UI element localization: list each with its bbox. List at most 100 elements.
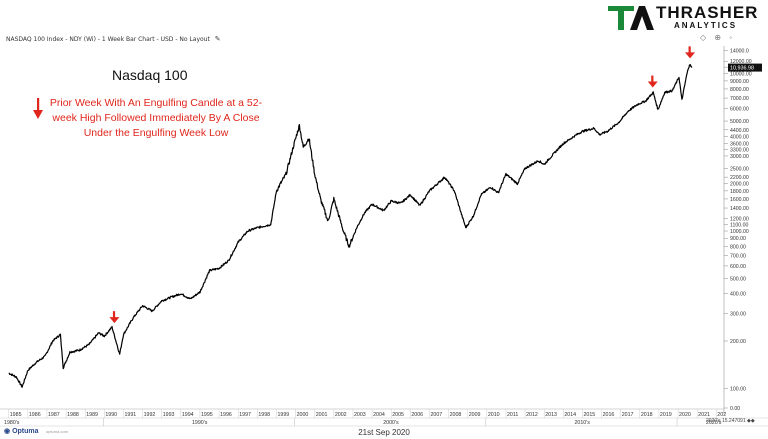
x-tick-label: 2007 — [430, 412, 442, 418]
x-tick-label: 1999 — [277, 412, 289, 418]
price-series-line — [8, 64, 693, 388]
y-tick-label: 8000.00 — [730, 87, 749, 93]
y-tick-label: 6000.00 — [730, 107, 749, 113]
x-tick-label: 2000 — [297, 412, 309, 418]
decade-label: 2000's — [383, 420, 399, 426]
y-tick-label: 4000.00 — [730, 134, 749, 140]
decade-label: 1980's — [4, 420, 20, 426]
thrasher-logo: THRASHER ANALYTICS — [606, 2, 766, 32]
y-tick-label: 2500.00 — [730, 166, 749, 172]
y-tick-label: 4400.00 — [730, 128, 749, 134]
chart-source-text: NASDAQ 100 Index - NDY (Wi) - 1 Week Bar… — [6, 36, 210, 43]
y-tick-label: 1200.00 — [730, 217, 749, 223]
x-tick-label: 2005 — [392, 412, 404, 418]
edit-pencil-icon[interactable]: ✎ — [214, 35, 221, 43]
x-tick-label: 1989 — [86, 412, 98, 418]
toolbar-icons[interactable]: ◇ ⊕ ◦ — [700, 33, 736, 42]
chart-date: 21st Sep 2020 — [358, 428, 410, 437]
ta-logo-icon — [608, 6, 654, 30]
decade-label: 2010's — [574, 420, 590, 426]
chart-title: Nasdaq 100 — [112, 67, 188, 83]
optuma-brand: ◉ Optuma — [4, 428, 39, 435]
y-tick-label: 200.00 — [730, 339, 746, 345]
optuma-brand-text: Optuma — [12, 428, 39, 435]
x-tick-label: 1994 — [182, 412, 194, 418]
y-tick-label: 1800.00 — [730, 189, 749, 195]
last-value-box — [728, 63, 762, 72]
x-tick-label: 1991 — [124, 412, 136, 418]
x-tick-label: 2001 — [316, 412, 328, 418]
y-tick-label: 12000.00 — [730, 59, 752, 65]
x-tick-label: 202 — [717, 412, 726, 418]
signal-arrow-icon — [109, 311, 120, 324]
signal-arrow-head — [685, 52, 696, 59]
y-tick-label: 2000.00 — [730, 182, 749, 188]
y-tick-label: 800.00 — [730, 244, 746, 250]
x-tick-label: 2019 — [660, 412, 672, 418]
decade-label: 1990's — [192, 420, 208, 426]
chart-source-label: NASDAQ 100 Index - NDY (Wi) - 1 Week Bar… — [6, 35, 221, 43]
logo-sub: ANALYTICS — [674, 21, 738, 30]
y-tick-label: 9000.00 — [730, 79, 749, 85]
y-tick-label: 1600.00 — [730, 197, 749, 203]
x-tick-label: 2021 — [698, 412, 710, 418]
x-tick-label: 1986 — [29, 412, 41, 418]
y-tick-label: 3300.00 — [730, 147, 749, 153]
x-tick-label: 2020 — [679, 412, 691, 418]
x-tick-label: 2013 — [545, 412, 557, 418]
x-tick-label: 2016 — [603, 412, 615, 418]
signal-arrow-shaft — [688, 46, 691, 54]
y-tick-label: 900.00 — [730, 236, 746, 242]
y-tick-label: 100.00 — [730, 386, 746, 392]
x-tick-label: 1988 — [67, 412, 79, 418]
x-tick-label: 1997 — [239, 412, 251, 418]
y-tick-label: 0.00 — [730, 406, 740, 412]
x-tick-label: 2018 — [641, 412, 653, 418]
x-tick-label: 2009 — [469, 412, 481, 418]
y-tick-label: 600.00 — [730, 264, 746, 270]
x-tick-label: 2004 — [373, 412, 385, 418]
x-tick-label: 1987 — [48, 412, 60, 418]
x-tick-label: 1998 — [258, 412, 270, 418]
y-tick-label: 10000.00 — [730, 72, 752, 78]
y-tick-label: 700.00 — [730, 253, 746, 259]
decade-label: 2020's — [706, 420, 722, 426]
signal-arrow-shaft — [112, 311, 116, 319]
x-tick-label: 1990 — [105, 412, 117, 418]
legend-down-arrow-icon — [33, 98, 43, 119]
y-tick-label: 3000.00 — [730, 154, 749, 160]
x-tick-label: 1993 — [163, 412, 175, 418]
x-tick-label: 2008 — [450, 412, 462, 418]
x-tick-label: 2014 — [564, 412, 576, 418]
scale-readout[interactable]: 2020's 15.247091 ◆◆ — [706, 418, 755, 424]
x-tick-label: 2011 — [507, 412, 518, 418]
y-tick-label: 500.00 — [730, 276, 746, 282]
logo-name: THRASHER — [656, 3, 759, 22]
x-tick-label: 1992 — [144, 412, 156, 418]
x-tick-label: 2015 — [583, 412, 595, 418]
x-tick-label: 1985 — [10, 412, 22, 418]
x-tick-label: 2012 — [526, 412, 538, 418]
chart-annotation: Prior Week With An Engulfing Candle at a… — [49, 97, 263, 139]
x-tick-label: 2006 — [411, 412, 423, 418]
signal-arrow-icon — [685, 46, 696, 59]
y-tick-label: 1100.00 — [730, 223, 748, 229]
y-tick-label: 7000.00 — [730, 96, 749, 102]
x-tick-label: 2017 — [622, 412, 634, 418]
optuma-sub: optuma.com — [46, 429, 69, 434]
signal-arrow-shaft — [651, 75, 654, 83]
y-tick-label: 5000.00 — [730, 119, 749, 125]
signal-arrow-head — [647, 81, 658, 88]
y-tick-label: 1000.00 — [730, 229, 749, 235]
x-tick-label: 2003 — [354, 412, 366, 418]
last-value-label: 10,936.98 — [730, 66, 754, 72]
signal-arrow-head — [109, 317, 120, 324]
x-tick-label: 1995 — [201, 412, 213, 418]
x-tick-label: 2010 — [488, 412, 500, 418]
x-tick-label: 1996 — [220, 412, 232, 418]
signal-arrow-icon — [647, 75, 658, 88]
marker-layer — [109, 46, 696, 324]
axis-layer: 14000.012000.0011000.0010000.009000.0080… — [0, 46, 768, 427]
y-tick-label: 3600.00 — [730, 142, 749, 148]
y-tick-label: 1400.00 — [730, 206, 749, 212]
